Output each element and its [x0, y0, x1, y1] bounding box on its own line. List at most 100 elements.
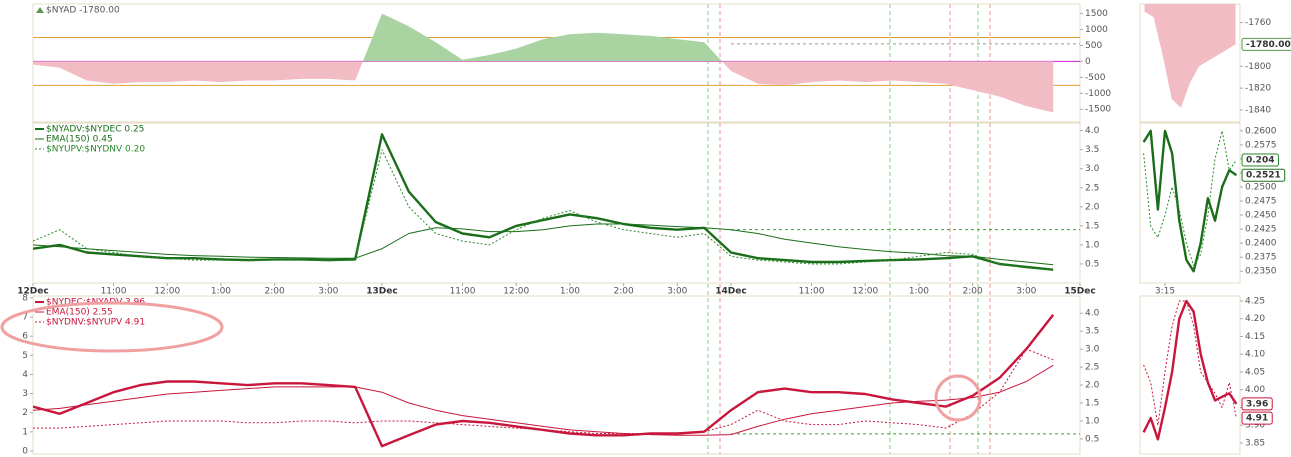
- y-tick-label: 0.2400: [1245, 239, 1277, 249]
- flag-box: [1241, 153, 1279, 167]
- y2-tick-label: 6: [22, 332, 28, 342]
- y-tick-label: 3.90: [1245, 421, 1265, 431]
- area: [33, 13, 1054, 113]
- y-tick-label: 4.0: [1085, 126, 1100, 136]
- panel-frame: [1139, 122, 1241, 284]
- y2-tick-label: 7: [22, 313, 28, 323]
- last-value-flag: 0.2521: [1246, 171, 1281, 181]
- last-value-flag: 4.91: [1246, 414, 1268, 424]
- y-tick-label: 4.0: [1085, 309, 1100, 319]
- y-tick-label: 3.0: [1085, 345, 1100, 355]
- x-tick-label: 1:00: [211, 287, 231, 297]
- area: [1144, 4, 1236, 108]
- series-line: [33, 364, 1054, 436]
- series-line: [1142, 299, 1238, 441]
- flag-box: [1241, 168, 1286, 182]
- y-tick-label: 3.5: [1085, 327, 1099, 337]
- y-tick-label: 0.2475: [1245, 197, 1277, 207]
- x-tick-label: 3:15: [1155, 287, 1175, 297]
- y-tick-label: 1.0: [1085, 416, 1100, 426]
- series-line: [33, 133, 1054, 271]
- y2-tick-label: 8: [22, 293, 28, 303]
- y-tick-label: -500: [1085, 73, 1106, 83]
- flag-box: [1241, 37, 1291, 51]
- y-tick-label: 2.0: [1085, 381, 1100, 391]
- y2-tick-label: 0: [22, 446, 28, 456]
- y-tick-label: 3.0: [1085, 164, 1100, 174]
- y-tick-label: 1.5: [1085, 221, 1099, 231]
- y-tick-label: 0.2600: [1245, 126, 1277, 136]
- x-tick-label: 12:00: [852, 287, 878, 297]
- y-tick-label: 2.5: [1085, 363, 1099, 373]
- x-tick-label: 11:00: [101, 287, 127, 297]
- y-tick-label: 2.0: [1085, 202, 1100, 212]
- y-tick-label: 1.0: [1085, 240, 1100, 250]
- x-tick-label: 15Dec: [1064, 287, 1095, 297]
- last-value-flag: 0.204: [1246, 156, 1274, 166]
- y2-tick-label: 3: [22, 389, 28, 399]
- y-tick-label: 0.2350: [1245, 267, 1277, 277]
- y-tick-label: 0.5: [1085, 434, 1099, 444]
- x-tick-label: 13Dec: [366, 287, 397, 297]
- x-tick-label: 1:00: [909, 287, 929, 297]
- legend-label: $NYADV:$NYDEC 0.25: [46, 125, 144, 135]
- x-tick-label: 12Dec: [17, 287, 48, 297]
- y-tick-label: 0.2500: [1245, 183, 1277, 193]
- series-line: [33, 223, 1054, 266]
- highlight-circle: [934, 374, 982, 422]
- y-tick-label: 500: [1085, 41, 1102, 51]
- y-tick-label: 1000: [1085, 25, 1108, 35]
- y-tick-label: 0.5: [1085, 259, 1099, 269]
- y-tick-label: 4.00: [1245, 385, 1265, 395]
- x-tick-label: 2:00: [265, 287, 285, 297]
- y-tick-label: 0.2575: [1245, 140, 1277, 150]
- y-tick-label: 0: [1085, 57, 1091, 67]
- y-tick-label: -1820: [1245, 84, 1271, 94]
- legend-label: EMA(150) 0.45: [46, 135, 113, 145]
- x-tick-label: 12:00: [503, 287, 529, 297]
- last-value-flag: 3.96: [1246, 399, 1268, 409]
- series-line: [33, 313, 1055, 448]
- y-tick-label: 4.05: [1245, 367, 1265, 377]
- y-tick-label: 0.2375: [1245, 253, 1277, 263]
- x-tick-label: 3:00: [318, 287, 338, 297]
- y-tick-label: 1500: [1085, 9, 1108, 19]
- series-line: [1142, 129, 1238, 273]
- y-tick-label: 0.2425: [1245, 225, 1277, 235]
- x-tick-label: 3:00: [667, 287, 687, 297]
- legend-label: $NYDNV:$NYUPV 4.91: [46, 318, 145, 328]
- panel-frame: [32, 295, 1081, 455]
- x-tick-label: 3:00: [1016, 287, 1036, 297]
- series-line: [1143, 130, 1237, 267]
- y-tick-label: 4.15: [1245, 332, 1265, 342]
- series-line: [1143, 300, 1237, 426]
- y-tick-label: -1500: [1085, 105, 1111, 115]
- panel-frame: [32, 122, 1081, 284]
- y-tick-label: 3.5: [1085, 145, 1099, 155]
- flag-box: [1241, 397, 1273, 411]
- y-tick-label: -1760: [1245, 18, 1271, 28]
- flag-box: [1241, 411, 1273, 425]
- y-tick-label: -1800: [1245, 62, 1271, 72]
- last-value-flag: -1780.00: [1246, 40, 1291, 50]
- series-line: [33, 149, 1054, 271]
- y-tick-label: 4.25: [1245, 296, 1265, 306]
- legend-label: $NYAD -1780.00: [46, 6, 120, 16]
- x-tick-label: 2:00: [614, 287, 634, 297]
- y2-tick-label: 5: [22, 351, 28, 361]
- x-tick-label: 11:00: [799, 287, 825, 297]
- y-tick-label: 1.5: [1085, 399, 1099, 409]
- legend-label: $NYUPV:$NYDNV 0.20: [46, 145, 145, 155]
- plot-layer: 1500 1000 500 0 -500 -1000 -1500 $NYAD -1780.00…: [17, 3, 1291, 456]
- y2-tick-label: 2: [22, 408, 28, 418]
- legend-icon: [36, 7, 44, 13]
- y-tick-label: -1840: [1245, 105, 1271, 115]
- y-tick-label: 2.5: [1085, 183, 1099, 193]
- y-tick-label: 3.85: [1245, 438, 1265, 448]
- x-tick-label: 11:00: [450, 287, 476, 297]
- x-tick-label: 14Dec: [715, 287, 746, 297]
- panel-frame: [1139, 295, 1241, 455]
- y2-tick-label: 4: [22, 370, 28, 380]
- y-tick-label: 4.20: [1245, 314, 1265, 324]
